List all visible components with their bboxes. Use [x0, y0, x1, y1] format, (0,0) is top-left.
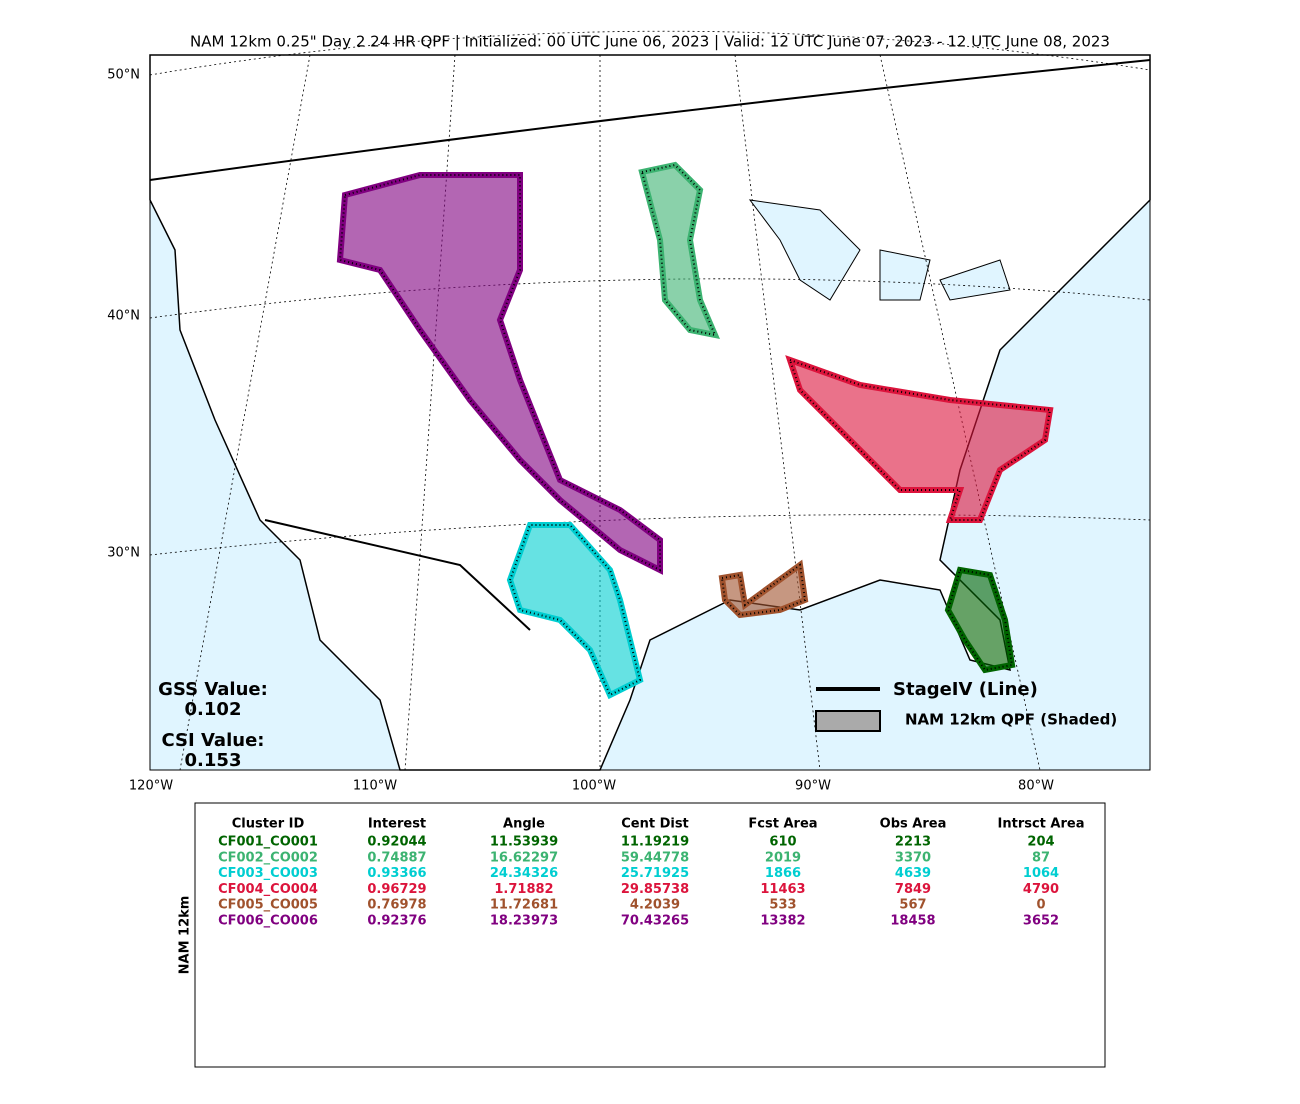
table-cell: CF005_CO005 [218, 898, 318, 913]
lon-label: 90°W [795, 779, 831, 794]
table: Cluster ID Interest Angle Cent Dist Fcst Are… [218, 817, 1084, 929]
table-cell: 29.85738 [621, 882, 689, 897]
cluster-shade [340, 175, 660, 570]
legend-swatch [815, 710, 881, 732]
scores: GSS Value:0.102 CSI Value:0.153 [158, 679, 268, 771]
table-frame [194, 802, 1106, 1068]
row-label: NAM 12km [178, 896, 193, 975]
column-header: Angle [503, 817, 545, 832]
cluster-outline-dots [338, 174, 661, 572]
table-cell: 2019 [765, 850, 801, 865]
table-cell: 16.62297 [490, 850, 558, 865]
legend-label: StageIV (Line) [893, 679, 1038, 700]
table-cell: 0.76978 [367, 898, 426, 913]
table-cell: 3370 [895, 850, 931, 865]
table-cell: CF004_CO004 [218, 882, 318, 897]
cluster-outline-dots [788, 358, 1052, 521]
lon-label: 120°W [129, 779, 173, 794]
table-cell: 4639 [895, 866, 931, 881]
table-cell: 24.34326 [490, 866, 558, 881]
table-cell: 0.92044 [367, 835, 426, 850]
table-cell: 1866 [765, 866, 801, 881]
cluster-outline-dots [508, 524, 642, 697]
table-cell: 70.43265 [621, 914, 689, 929]
table-cell: 204 [1027, 835, 1054, 850]
table-cell: 7849 [895, 882, 931, 897]
table-cell: 0.92376 [367, 914, 426, 929]
table-cell: CF006_CO006 [218, 914, 318, 929]
column-header: Fcst Area [748, 817, 817, 832]
cluster-outline-dots [720, 563, 807, 617]
table-cell: 1.71882 [494, 882, 553, 897]
cluster-outline [944, 566, 1016, 674]
table-cell: 11.53939 [490, 835, 558, 850]
border [149, 59, 1151, 181]
table-cell: 0.93366 [367, 866, 426, 881]
table-cell: 0 [1036, 898, 1045, 913]
border [264, 519, 531, 631]
great-lakes [748, 199, 1011, 301]
score-label: GSS Value: [158, 679, 268, 700]
lat-label: 50°N [107, 68, 140, 83]
table-cell: 59.44778 [621, 850, 689, 865]
table-cell: CF003_CO003 [218, 866, 318, 881]
table-cell: CF002_CO002 [218, 850, 318, 865]
column-header: Interest [368, 817, 426, 832]
table-cell: 533 [769, 898, 796, 913]
table-cell: 3652 [1023, 914, 1059, 929]
lon-label: 110°W [353, 779, 397, 794]
table-cell: 18458 [890, 914, 935, 929]
table-cell: 2213 [895, 835, 931, 850]
table-cell: 87 [1032, 850, 1050, 865]
score-value: 0.102 [185, 699, 242, 720]
table-cell: 0.96729 [367, 882, 426, 897]
column-header: Cent Dist [621, 817, 689, 832]
column-header: Intrsct Area [998, 817, 1085, 832]
table-cell: 13382 [760, 914, 805, 929]
clusters [336, 161, 1054, 700]
table-cell: 4790 [1023, 882, 1059, 897]
table-cell: 18.23973 [490, 914, 558, 929]
table-cell: 4.2039 [630, 898, 680, 913]
lat-label: 40°N [107, 309, 140, 324]
table-cell: 11.72681 [490, 898, 558, 913]
table-cell: 25.71925 [621, 866, 689, 881]
table-cell: 567 [899, 898, 926, 913]
column-header: Cluster ID [232, 817, 305, 832]
lon-label: 100°W [572, 779, 616, 794]
table-cell: 1064 [1023, 866, 1059, 881]
lon-labels: 120°W 110°W 100°W 90°W 80°W [129, 779, 1054, 794]
table-cell: 0.74887 [367, 850, 426, 865]
lat-label: 30°N [107, 546, 140, 561]
cluster-shade [790, 360, 1050, 520]
title: NAM 12km 0.25" Day 2 24 HR QPF | Initial… [190, 33, 1110, 51]
table-cell: CF001_CO001 [218, 835, 318, 850]
table-cell: 11463 [760, 882, 805, 897]
legend-label: NAM 12km QPF (Shaded) [905, 711, 1117, 729]
cluster-outline [638, 161, 721, 340]
legend: StageIV (Line) NAM 12km QPF (Shaded) [815, 679, 1117, 732]
score-value: 0.153 [185, 750, 242, 771]
score-label: CSI Value: [162, 730, 265, 751]
table-cell: 11.19219 [621, 835, 689, 850]
map-frame [149, 54, 1151, 771]
lon-label: 80°W [1018, 779, 1054, 794]
column-header: Obs Area [880, 817, 947, 832]
lat-labels: 50°N 40°N 30°N [107, 68, 140, 561]
table-cell: 610 [769, 835, 796, 850]
map [149, 30, 1151, 771]
